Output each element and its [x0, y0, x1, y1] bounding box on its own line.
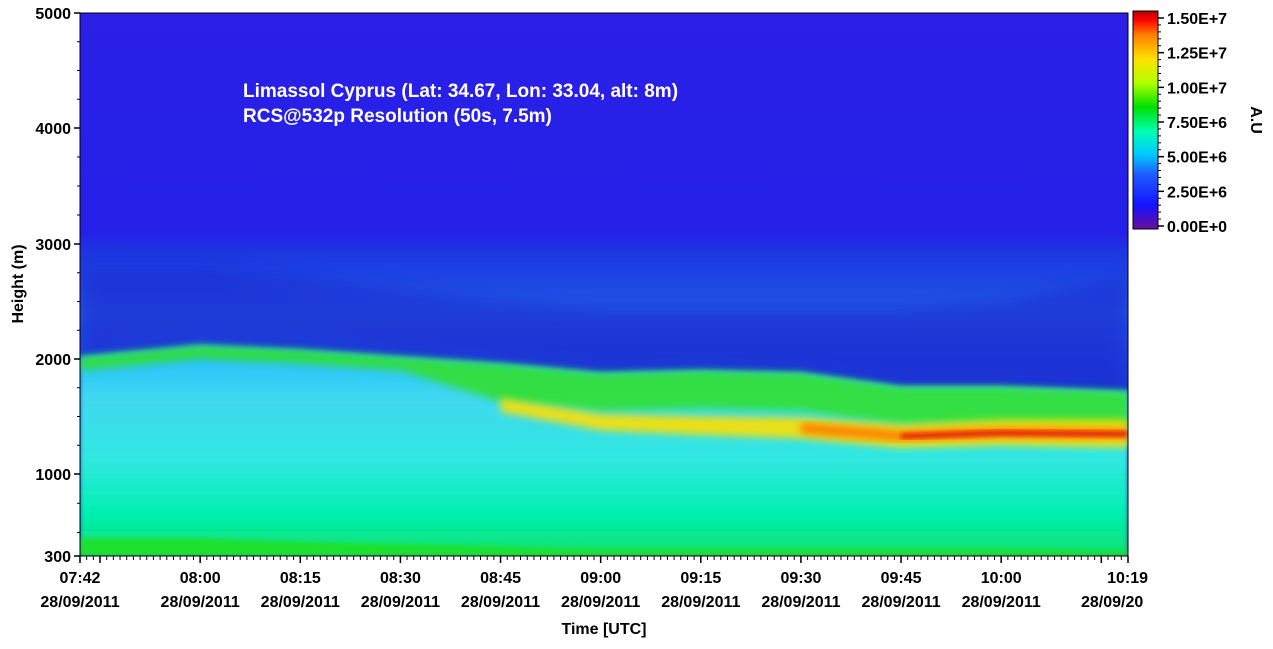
x-tick-label-time: 09:15 — [680, 570, 721, 587]
x-tick-label-time: 09:45 — [881, 570, 922, 587]
colorbar-title: A.U — [1247, 106, 1264, 134]
x-tick-label-time: 07:42 — [60, 570, 101, 587]
x-tick-label-date: 28/09/2011 — [261, 594, 340, 611]
colorbar-tick-label: 0.00E+0 — [1167, 219, 1227, 236]
plot-frame — [79, 12, 1129, 557]
y-tick-label: 2000 — [35, 352, 71, 369]
x-tick-label-date: 28/09/2011 — [461, 594, 540, 611]
y-tick-label: 3000 — [35, 237, 71, 254]
axes: 300 1000 2000 3000 4000 5000 07:42 28/09/2011 08… — [35, 6, 1148, 611]
y-tick-label: 5000 — [35, 6, 71, 23]
x-tick-label-time: 10:00 — [981, 570, 1022, 587]
x-axis-title: Time [UTC] — [561, 621, 646, 638]
x-tick-label-date: 28/09/2011 — [661, 594, 740, 611]
heatmap-area — [80, 13, 1128, 556]
x-tick-label-time: 10:19 — [1107, 570, 1148, 587]
y-tick-label: 300 — [44, 549, 71, 566]
x-tick-label-date: 28/09/2011 — [962, 594, 1041, 611]
x-tick-label-date: 28/09/2011 — [561, 594, 640, 611]
colorbar-tick-label: 5.00E+6 — [1167, 150, 1227, 167]
y-axis-title: Height (m) — [10, 244, 27, 323]
x-tick-label-time: 08:15 — [280, 570, 321, 587]
colorbar-tick-label: 2.50E+6 — [1167, 184, 1227, 201]
x-tick-label-date: 28/09/2011 — [161, 594, 240, 611]
colorbar: 0.00E+0 2.50E+6 5.00E+6 7.50E+6 1.00E+7 1.25E… — [1132, 10, 1227, 236]
annotation-resolution: RCS@532p Resolution (50s, 7.5m) — [243, 106, 552, 127]
colorbar-tick-label: 7.50E+6 — [1167, 115, 1227, 132]
y-tick-label: 4000 — [35, 121, 71, 138]
x-tick-label-date: 28/09/2011 — [761, 594, 840, 611]
colorbar-tick-label: 1.50E+7 — [1167, 11, 1227, 28]
aerosol-top-band — [80, 345, 1128, 430]
colorbar-gradient — [1132, 10, 1159, 230]
residual-layer — [80, 267, 1128, 392]
x-tick-label-date: 28/09/2011 — [361, 594, 440, 611]
y-tick-label: 1000 — [35, 467, 71, 484]
annotation-location: Limassol Cyprus (Lat: 34.67, Lon: 33.04,… — [243, 81, 678, 102]
x-tick-label-time: 09:30 — [780, 570, 821, 587]
annotation-block: Limassol Cyprus (Lat: 34.67, Lon: 33.04,… — [243, 81, 678, 127]
x-tick-label-time: 08:45 — [480, 570, 521, 587]
colorbar-tick-label: 1.00E+7 — [1167, 80, 1227, 97]
dense-layer-red — [901, 430, 1128, 439]
x-tick-label-date: 28/09/2011 — [861, 594, 940, 611]
colorbar-tick-label: 1.25E+7 — [1167, 46, 1227, 63]
x-tick-label-date: 28/09/2011 — [40, 594, 119, 611]
x-tick-label-time: 08:00 — [180, 570, 221, 587]
x-tick-label-time: 08:30 — [380, 570, 421, 587]
x-tick-label-date: 28/09/20 — [1081, 594, 1143, 611]
surface-layer — [80, 538, 1128, 556]
x-tick-label-time: 09:00 — [580, 570, 621, 587]
